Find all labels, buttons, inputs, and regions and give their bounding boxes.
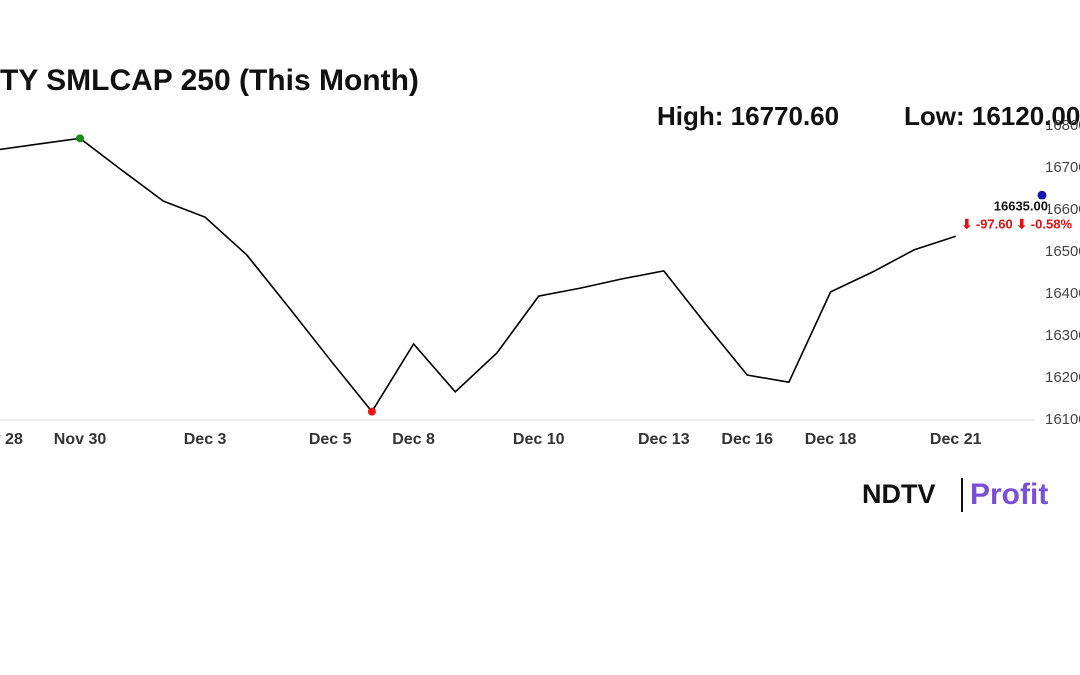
low-marker [367,407,376,416]
x-tick-label: Nov 28 [0,431,23,448]
high-label: High: 16770.60 [657,101,839,131]
high-marker [76,134,84,143]
y-tick-label: 16300 [1045,327,1080,344]
reference-marker [1037,190,1047,200]
x-tick-label: Dec 16 [721,431,773,448]
reference-label-bg [982,199,1048,216]
y-tick-label: 16200 [1045,369,1080,386]
x-tick-label: Nov 30 [54,431,107,448]
change-label-bg [946,216,1076,235]
x-tick-label: Dec 3 [184,431,227,448]
y-tick-label: 16100 [1045,411,1080,428]
logo-profit: Profit [970,478,1048,511]
reference-label: 16635.00 [994,199,1048,214]
change-label: ⬇ -97.60 ⬇ -0.58% [961,217,1072,232]
y-tick-label: 16600 [1045,201,1080,218]
y-tick-label: 16400 [1045,285,1080,302]
low-label: Low: 16120.00 [904,101,1080,131]
logo-ndtv: NDTV [862,479,936,509]
y-tick-label: 16500 [1045,243,1080,260]
x-tick-label: Dec 8 [392,431,435,448]
price-line [0,137,956,413]
x-tick-label: Dec 18 [805,431,857,448]
x-tick-label: Dec 21 [930,431,982,448]
x-tick-label: Dec 5 [309,431,352,448]
y-tick-label: 16700 [1045,159,1080,176]
chart-title: TY SMLCAP 250 (This Month) [0,64,419,97]
x-tick-label: Dec 10 [513,431,565,448]
y-tick-label: 16800 [1045,117,1080,134]
x-tick-label: Dec 13 [638,431,690,448]
